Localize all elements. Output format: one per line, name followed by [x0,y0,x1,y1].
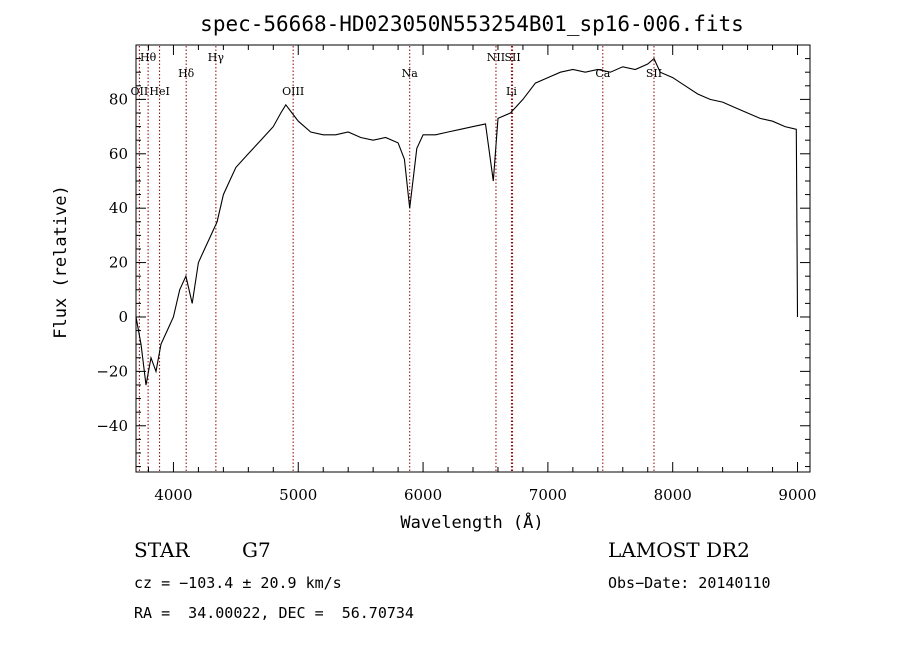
x-tick-label-2: 6000 [404,486,442,504]
coordinates: RA = 34.00022, DEC = 56.70734 [134,604,414,622]
line-marker-label-10: Ca [595,67,610,80]
line-marker-label-5: OIII [282,85,304,98]
line-marker-label-6: Na [402,67,419,80]
plot-frame [135,44,811,473]
y-tick-label-4: 40 [109,199,128,217]
line-marker-label-2: HeI [149,85,169,98]
x-tick-label-5: 9000 [778,486,816,504]
chart-title: spec-56668-HD023050N553254B01_sp16-006.f… [200,12,744,36]
line-marker-label-7: NII [487,51,505,64]
line-marker-label-1: OII [131,85,149,98]
survey-label: LAMOST DR2 [608,538,750,562]
spectrum-line [135,57,799,386]
line-marker-label-4: Hγ [208,51,225,64]
y-tick-label-5: 60 [109,145,128,163]
y-tick-label-1: −20 [96,362,128,380]
y-tick-label-2: 0 [118,308,128,326]
y-axis-label: Flux (relative) [51,185,71,339]
subclass: G7 [242,538,271,562]
x-axis-label: Wavelength (Å) [400,511,543,533]
y-tick-label-6: 80 [109,90,128,108]
line-marker-label-9: Li [506,85,517,98]
line-marker-label-11: SII [646,67,662,80]
x-tick-label-4: 8000 [654,486,692,504]
x-tick-label-0: 4000 [154,486,192,504]
redshift-cz: cz = −103.4 ± 20.9 km/s [134,574,342,592]
y-tick-label-0: −40 [96,417,128,435]
line-marker-label-8: SII [504,51,520,64]
observation-date: Obs−Date: 20140110 [608,574,771,592]
object-class: STAR [134,538,190,562]
y-tick-label-3: 20 [109,254,128,272]
line-marker-label-0: Hθ [140,51,157,64]
x-tick-label-3: 7000 [529,486,567,504]
line-marker-label-3: Hδ [178,67,195,80]
x-tick-label-1: 5000 [279,486,317,504]
